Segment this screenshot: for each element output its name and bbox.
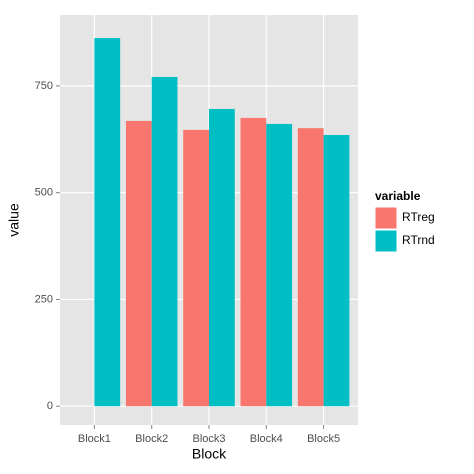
- y-tick-label: 250: [35, 293, 53, 305]
- legend-key: [374, 206, 398, 230]
- legend-key: [374, 229, 398, 253]
- bar: [323, 135, 350, 407]
- y-tick-label: 0: [47, 400, 53, 412]
- x-tick-label: Block5: [307, 433, 340, 445]
- x-tick-label: Block2: [135, 433, 168, 445]
- bar: [94, 38, 121, 407]
- bar: [183, 129, 209, 407]
- bar: [297, 128, 324, 407]
- x-tick-label: Block3: [192, 433, 225, 445]
- legend-label: RTrnd: [402, 233, 435, 247]
- legend-title: variable: [375, 189, 421, 203]
- bar: [151, 76, 178, 407]
- y-tick-label: 500: [35, 187, 53, 199]
- bar: [240, 117, 267, 407]
- x-axis-title: Block: [192, 446, 227, 462]
- x-tick-label: Block1: [78, 433, 111, 445]
- legend-label: RTreg: [402, 210, 435, 224]
- bar: [125, 120, 152, 407]
- bar: [209, 108, 235, 407]
- bar: [266, 123, 293, 407]
- y-axis-title: value: [6, 203, 22, 237]
- x-tick-label: Block4: [250, 433, 283, 445]
- y-tick-label: 750: [35, 80, 53, 92]
